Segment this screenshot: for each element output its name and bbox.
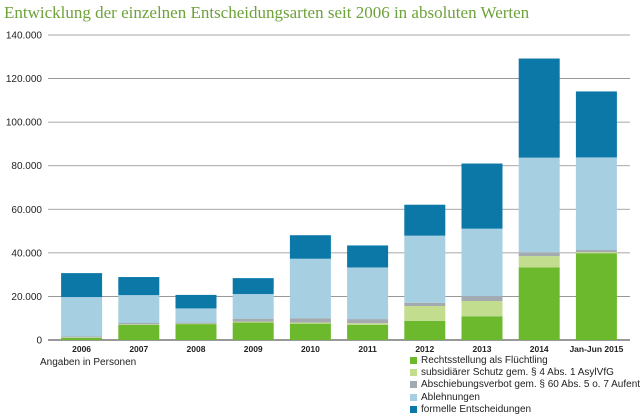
y-tick-label: 40.000	[11, 248, 42, 259]
x-tick-label: 2011	[358, 344, 377, 354]
bar-segment	[404, 302, 446, 307]
x-axis: 2006 2007 2008 2009 2010 2011 2012 2013 2014 Jan-…	[72, 344, 623, 354]
bar-segment	[232, 294, 274, 319]
bar-segment	[347, 267, 389, 320]
bar-segment	[347, 324, 389, 340]
x-tick-label: 2013	[473, 344, 492, 354]
legend-item: Rechtsstellung als Flüchtling	[410, 354, 640, 366]
bar-segment	[289, 318, 331, 323]
bar-segment	[575, 91, 617, 158]
y-tick-label: 20.000	[11, 292, 42, 303]
legend-item: formelle Entscheidungen	[410, 404, 640, 416]
x-tick-label: 2012	[415, 344, 434, 354]
bar-segment	[347, 319, 389, 324]
x-tick-label: 2010	[301, 344, 320, 354]
legend-label: formelle Entscheidungen	[421, 404, 532, 416]
bar-segment	[461, 301, 503, 317]
bar-segment	[404, 204, 446, 236]
bar-segment	[232, 278, 274, 295]
bar-segment	[518, 252, 560, 257]
legend-swatch	[410, 369, 417, 377]
x-tick-label: 2007	[129, 344, 148, 354]
legend-label: Ablehnungen	[421, 391, 480, 403]
y-tick-label: 80.000	[11, 161, 42, 172]
bar-segment	[232, 318, 274, 322]
bar-segment	[518, 157, 560, 253]
legend-swatch	[410, 393, 417, 401]
bar-segment	[518, 58, 560, 158]
y-tick-label: 100.000	[6, 118, 43, 129]
bar-segment	[175, 294, 217, 309]
bar-segment	[575, 250, 617, 253]
bar-segment	[347, 245, 389, 268]
legend-label: Abschiebungsverbot gem. § 60 Abs. 5 o. 7…	[421, 379, 640, 391]
x-tick-label: 2008	[187, 344, 206, 354]
bar-segment	[118, 295, 160, 324]
legend-swatch	[410, 381, 417, 389]
bar-segment	[461, 228, 503, 297]
bar-segment	[404, 235, 446, 303]
legend-swatch	[410, 356, 417, 364]
legend: Rechtsstellung als Flüchtling subsidiärer…	[410, 354, 640, 416]
bar-segment	[575, 157, 617, 251]
legend-item: subsidiärer Schutz gem. § 4 Abs. 1 AsylV…	[410, 366, 640, 378]
bar-segment	[118, 324, 160, 340]
bar-segment	[175, 308, 217, 323]
y-tick-label: 140.000	[6, 31, 43, 42]
y-tick-label: 0	[36, 336, 42, 347]
bar-segment	[518, 256, 560, 268]
bar-segment	[61, 337, 103, 340]
x-tick-label: Jan-Jun 2015	[569, 344, 623, 354]
bar-segment	[118, 277, 160, 296]
legend-label: subsidiärer Schutz gem. § 4 Abs. 1 AsylV…	[421, 367, 614, 379]
unit-note: Angaben in Personen	[40, 357, 137, 368]
y-axis: 0 20.000 40.000 60.000 80.000 100.000 120.000 1…	[6, 31, 43, 347]
bar-segment	[118, 323, 160, 325]
legend-label: Rechtsstellung als Flüchtling	[421, 354, 548, 366]
bar-segment	[461, 296, 503, 302]
bar-segment	[575, 253, 617, 340]
legend-swatch	[410, 406, 417, 414]
chart-title: Entwicklung der einzelnen Entscheidungsa…	[4, 3, 530, 22]
legend-item: Ablehnungen	[410, 391, 640, 403]
x-tick-label: 2014	[530, 344, 549, 354]
bars	[61, 58, 617, 340]
bar-segment	[175, 324, 217, 340]
bar-segment	[175, 322, 217, 324]
x-tick-label: 2006	[72, 344, 91, 354]
y-tick-label: 60.000	[11, 205, 42, 216]
bar-segment	[232, 321, 274, 323]
y-tick-label: 120.000	[6, 74, 43, 85]
bar-segment	[404, 306, 446, 321]
x-tick-label: 2009	[244, 344, 263, 354]
bar-segment	[61, 273, 103, 298]
bar-segment	[461, 163, 503, 229]
bar-segment	[461, 316, 503, 340]
bar-segment	[61, 297, 103, 337]
bar-segment	[289, 235, 331, 259]
bar-segment	[289, 322, 331, 324]
bar-segment	[232, 322, 274, 340]
bar-segment	[518, 267, 560, 340]
bar-segment	[575, 252, 617, 254]
bar-segment	[289, 258, 331, 319]
bar-segment	[61, 336, 103, 338]
bar-segment	[347, 323, 389, 325]
bar-segment	[289, 323, 331, 340]
bar-segment	[404, 320, 446, 340]
legend-item: Abschiebungsverbot gem. § 60 Abs. 5 o. 7…	[410, 379, 640, 391]
